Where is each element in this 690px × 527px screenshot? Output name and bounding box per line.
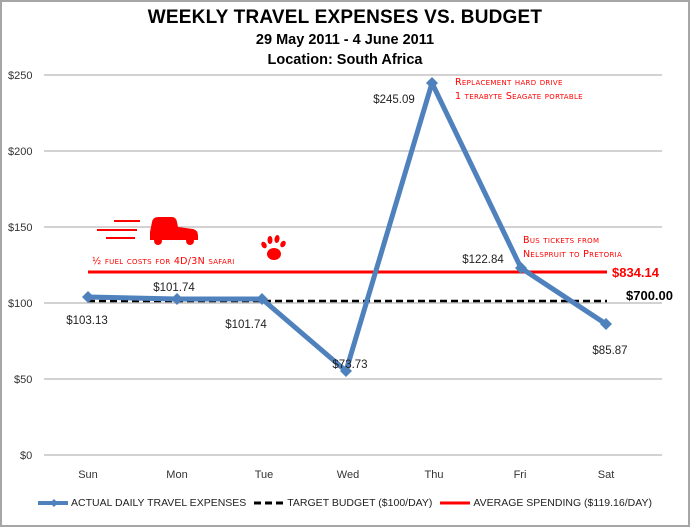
- annotation-text: ½ fuel costs for 4D/3N safari: [92, 256, 235, 267]
- gridlines: [44, 74, 662, 456]
- data-point-marker[interactable]: [256, 293, 268, 305]
- y-tick-label: $0: [20, 450, 32, 462]
- data-point-marker[interactable]: [82, 291, 94, 303]
- annotation-fuel: ½ fuel costs for 4D/3N safari: [92, 256, 235, 267]
- legend-item-actual[interactable]: ACTUAL DAILY TRAVEL EXPENSES: [38, 497, 246, 509]
- paw-print-icon: [261, 235, 286, 260]
- legend-swatch-average: [440, 501, 471, 505]
- data-label: $101.74: [225, 319, 267, 331]
- x-tick-label: Wed: [337, 469, 359, 481]
- x-tick-label: Sat: [598, 469, 615, 481]
- data-point-marker[interactable]: [515, 262, 527, 274]
- annotation-text: 1 terabyte Seagate portable: [455, 91, 583, 102]
- legend-swatch-actual: [38, 499, 69, 507]
- chart-title: WEEKLY TRAVEL EXPENSES VS. BUDGET: [147, 7, 543, 28]
- annotation-hard-drive: Replacement hard drive 1 terabyte Seagat…: [455, 77, 583, 102]
- legend-item-average[interactable]: AVERAGE SPENDING ($119.16/DAY): [440, 497, 652, 509]
- annotation-bus-tickets: Bus tickets from Nelspruit to Pretoria: [523, 235, 622, 260]
- legend-label: ACTUAL DAILY TRAVEL EXPENSES: [71, 497, 247, 509]
- chart-subtitle-location: Location: South Africa: [267, 52, 423, 68]
- chart-legend: ACTUAL DAILY TRAVEL EXPENSES TARGET BUDG…: [0, 497, 690, 509]
- x-tick-label: Tue: [255, 469, 274, 481]
- annotation-text: Bus tickets from: [523, 235, 599, 246]
- chart-subtitle-dates: 29 May 2011 - 4 June 2011: [255, 32, 435, 48]
- data-label: $101.74: [153, 282, 195, 294]
- y-tick-label: $150: [8, 222, 32, 234]
- x-tick-label: Fri: [514, 469, 527, 481]
- legend-label: AVERAGE SPENDING ($119.16/DAY): [473, 497, 652, 509]
- data-point-marker[interactable]: [171, 293, 183, 305]
- data-label: $122.84: [462, 254, 504, 266]
- data-label: $245.09: [373, 94, 415, 106]
- data-label: $73.73: [332, 359, 367, 371]
- x-tick-label: Mon: [166, 469, 187, 481]
- y-tick-label: $250: [8, 70, 32, 82]
- legend-item-target[interactable]: TARGET BUDGET ($100/DAY): [254, 497, 432, 509]
- data-label-wed: $73.73: [332, 359, 367, 371]
- data-point-marker[interactable]: [426, 77, 438, 89]
- data-label: $85.87: [592, 345, 627, 357]
- actual-expenses-markers: [82, 77, 612, 377]
- y-tick-label: $200: [8, 146, 32, 158]
- legend-label: TARGET BUDGET ($100/DAY): [287, 497, 433, 509]
- average-total-label: $834.14: [612, 265, 660, 280]
- x-axis: Sun Mon Tue Wed Thu Fri Sat: [78, 469, 614, 481]
- y-axis: $250 $200 $150 $100 $50 $0: [8, 70, 32, 462]
- y-tick-label: $50: [14, 374, 32, 386]
- data-label: $103.13: [66, 315, 108, 327]
- data-point-marker[interactable]: [600, 318, 612, 330]
- annotation-text: Replacement hard drive: [455, 77, 563, 88]
- data-labels: $103.13 $101.74 $101.74 $73.73 $245.09 $…: [66, 94, 627, 371]
- car-icon: [97, 217, 198, 245]
- chart-title-block: WEEKLY TRAVEL EXPENSES VS. BUDGET 29 May…: [0, 6, 690, 70]
- target-total-label: $700.00: [626, 288, 673, 303]
- data-point-marker[interactable]: [340, 365, 352, 377]
- x-tick-label: Sun: [78, 469, 98, 481]
- annotation-text: Nelspruit to Pretoria: [523, 249, 622, 260]
- x-tick-label: Thu: [425, 469, 444, 481]
- y-tick-label: $100: [8, 298, 32, 310]
- legend-swatch-target: [254, 501, 285, 505]
